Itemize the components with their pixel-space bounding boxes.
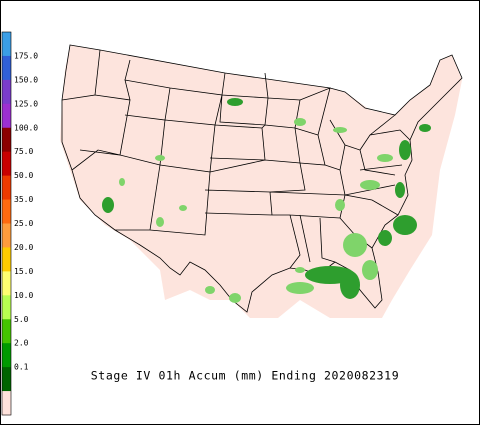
legend-label: 10.0 xyxy=(14,291,33,300)
legend-label: 50.0 xyxy=(14,171,33,180)
legend-label: 5.0 xyxy=(14,315,29,324)
legend-swatch xyxy=(2,103,11,129)
caption: Stage IV 01h Accum (mm) Ending 202008231… xyxy=(91,369,399,383)
legend-label: 0.1 xyxy=(14,363,29,372)
legend-swatch xyxy=(2,199,11,224)
state-borders xyxy=(61,49,411,269)
legend-label: 20.0 xyxy=(14,243,33,252)
legend-swatch xyxy=(2,127,11,153)
legend-swatch xyxy=(2,79,11,105)
color-legend: 175.0 150.0 125.0 100.0 75.0 50.0 35.0 25.0 20.0… xyxy=(1,31,38,416)
legend-swatch xyxy=(2,295,11,320)
legend-swatch xyxy=(2,391,11,416)
legend-swatch xyxy=(2,367,11,392)
legend-swatch xyxy=(2,343,11,368)
legend-swatch xyxy=(2,55,11,81)
legend-swatch xyxy=(2,223,11,248)
legend-swatch xyxy=(2,247,11,272)
legend-swatch xyxy=(2,271,11,296)
legend-label: 25.0 xyxy=(14,219,33,228)
legend-label: 150.0 xyxy=(14,75,38,84)
legend-label: 100.0 xyxy=(14,123,38,132)
legend-label: 15.0 xyxy=(14,267,33,276)
legend-swatch xyxy=(2,151,11,177)
legend-label: 125.0 xyxy=(14,99,38,108)
legend-label: 75.0 xyxy=(14,147,33,156)
legend-swatch xyxy=(2,32,11,57)
legend-label: 2.0 xyxy=(14,339,29,348)
precipitation xyxy=(102,98,431,303)
map xyxy=(60,44,463,318)
legend-label: 175.0 xyxy=(14,51,38,60)
legend-swatch xyxy=(2,175,11,201)
us-outline xyxy=(61,44,463,313)
legend-border xyxy=(1,31,12,416)
legend-label: 35.0 xyxy=(14,195,33,204)
legend-swatch xyxy=(2,319,11,344)
